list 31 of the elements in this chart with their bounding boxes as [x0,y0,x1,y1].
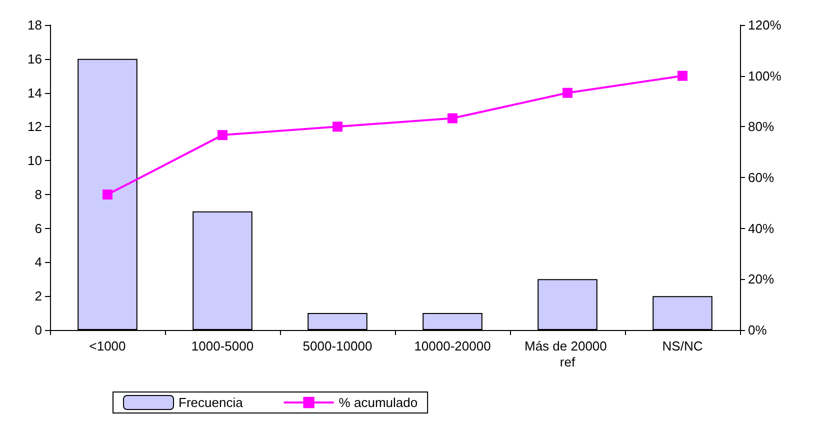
point [678,70,688,81]
y2-tick-label: 20% [748,272,774,287]
x-tick-label: Más de 20000 ref [524,338,611,370]
y-tick-label: 8 [34,186,42,202]
y-tick-label: 2 [34,288,42,304]
y2-tick-label: 100% [748,68,782,84]
x-tick-label: 1000-5000 [191,338,254,354]
legend-label: % acumulado [338,395,418,410]
x-tick-label: 10000-20000 [414,338,491,354]
point [332,122,342,132]
y2-tick-label: 40% [748,220,774,236]
y-tick-label: 6 [34,220,42,236]
legend-label: Frecuencia [178,395,244,410]
y-tick-label: 4 [34,254,42,270]
x-tick-label: 5000-10000 [302,338,372,354]
y2-tick-label: 120% [748,18,782,32]
y-tick-label: 18 [28,18,42,32]
y-tick-label: 16 [28,51,42,66]
x-tick-label: NS/NC [662,338,703,354]
y2-tick-label: 80% [748,119,774,134]
point [448,113,458,124]
y-tick-label: 14 [28,85,42,100]
y-tick-label: 10 [28,153,42,168]
point [218,130,228,140]
y2-tick-label: 0% [748,322,768,338]
point [562,88,572,98]
y-tick-label: 0 [34,322,42,338]
y2-tick-label: 60% [748,170,774,185]
y-tick-label: 12 [28,119,42,134]
point [102,190,112,200]
x-tick-label: <1000 [89,338,126,354]
